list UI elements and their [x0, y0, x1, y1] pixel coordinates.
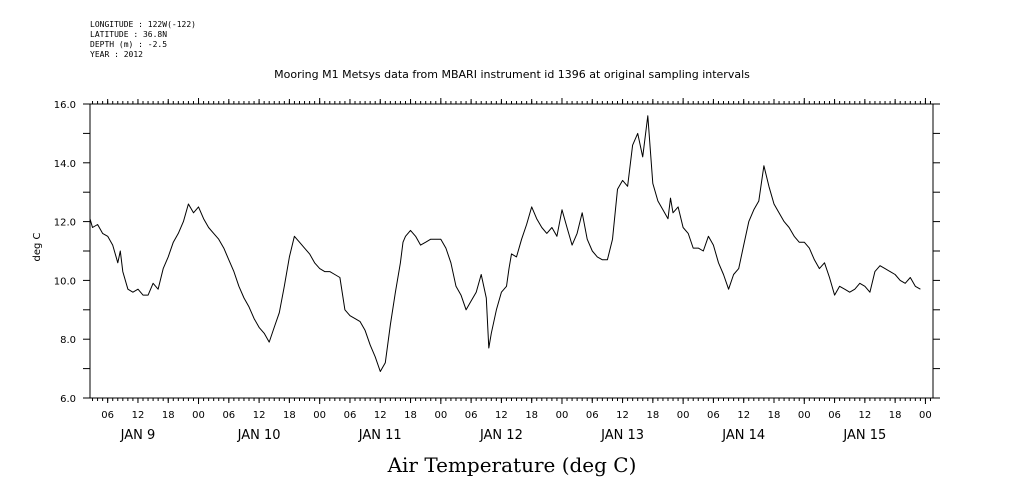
- x-day-label: JAN 14: [721, 428, 765, 443]
- x-tick-label: 12: [374, 410, 387, 421]
- x-tick-label: 18: [162, 410, 175, 421]
- plot-frame: [89, 103, 934, 399]
- longitude-label: LONGITUDE : 122W(-122): [90, 20, 196, 29]
- x-tick-label: 06: [586, 410, 599, 421]
- x-tick-label: 00: [192, 410, 205, 421]
- x-tick-label: 00: [919, 410, 932, 421]
- x-tick-label: 12: [858, 410, 871, 421]
- x-tick-label: 12: [132, 410, 145, 421]
- latitude-label: LATITUDE : 36.8N: [90, 30, 168, 39]
- x-tick-label: 06: [101, 410, 114, 421]
- x-tick-label: 18: [525, 410, 538, 421]
- metadata-block: LONGITUDE : 122W(-122) LATITUDE : 36.8N …: [90, 20, 196, 60]
- y-tick-label: 16.0: [54, 100, 76, 111]
- x-tick-label: 00: [556, 410, 569, 421]
- year-label: YEAR : 2012: [90, 50, 143, 59]
- y-tick-label: 14.0: [54, 159, 76, 170]
- x-tick-label: 18: [646, 410, 659, 421]
- x-tick-label: 12: [495, 410, 508, 421]
- y-tick-label: 12.0: [54, 218, 76, 229]
- x-tick-label: 00: [798, 410, 811, 421]
- y-tick-label: 6.0: [60, 394, 76, 405]
- x-day-label: JAN 15: [842, 428, 886, 443]
- x-tick-label: 00: [434, 410, 447, 421]
- x-tick-label: 06: [707, 410, 720, 421]
- x-day-label: JAN 11: [358, 428, 402, 443]
- x-tick-label: 06: [465, 410, 478, 421]
- x-tick-label: 18: [404, 410, 417, 421]
- x-tick-label: 06: [222, 410, 235, 421]
- depth-label: DEPTH (m) : -2.5: [90, 40, 168, 49]
- x-tick-label: 06: [828, 410, 841, 421]
- x-tick-label: 12: [737, 410, 750, 421]
- chart-title: Mooring M1 Metsys data from MBARI instru…: [274, 68, 750, 81]
- y-tick-label: 8.0: [60, 335, 76, 346]
- x-day-label: JAN 13: [600, 428, 644, 443]
- x-tick-label: 18: [889, 410, 902, 421]
- y-axis-label: deg C: [32, 232, 43, 261]
- air-temperature-line: [89, 115, 921, 372]
- x-tick-label: 12: [616, 410, 629, 421]
- x-day-label: JAN 10: [237, 428, 281, 443]
- y-tick-label: 10.0: [54, 276, 76, 287]
- x-day-label: JAN 12: [479, 428, 523, 443]
- x-tick-label: 00: [313, 410, 326, 421]
- x-tick-label: 00: [677, 410, 690, 421]
- chart-caption: Air Temperature (deg C): [387, 453, 637, 477]
- x-tick-label: 18: [283, 410, 296, 421]
- x-tick-label: 12: [253, 410, 266, 421]
- x-tick-label: 18: [768, 410, 781, 421]
- x-tick-label: 06: [344, 410, 357, 421]
- x-day-label: JAN 9: [120, 428, 156, 443]
